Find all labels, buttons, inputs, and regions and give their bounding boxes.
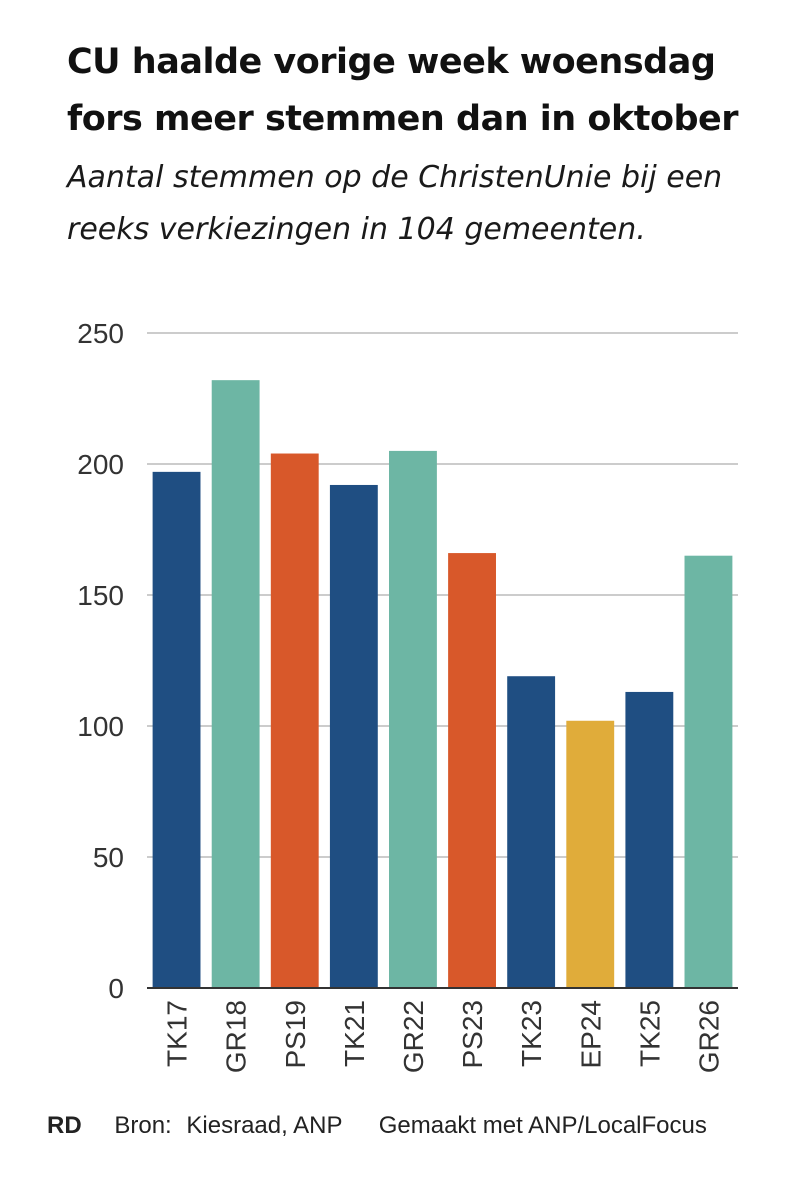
chart-subtitle: Aantal stemmen op de ChristenUnie bij ee… [67,152,777,256]
x-tick-label: TK17 [162,1000,193,1067]
y-tick-label: 150 [77,580,124,611]
source-text: Kiesraad, ANP [186,1112,343,1139]
x-tick-label: TK25 [634,1000,665,1067]
chart-title-line-2: fors meer stemmen dan in oktober [67,99,739,139]
footer: RD Bron: Kiesraad, ANP Gemaakt met ANP/L… [47,1112,707,1140]
bar-tk17 [152,471,201,988]
x-tick-label: GR22 [398,1000,429,1073]
chart-subtitle-line-2: reeks verkiezingen in 104 gemeenten. [67,212,646,247]
y-tick-label: 200 [77,449,124,480]
bar-ps19 [270,453,319,988]
x-tick-label: PS23 [457,1000,488,1069]
x-tick-label: TK23 [516,1000,547,1067]
x-tick-label: GR18 [221,1000,252,1073]
chart-title: CU haalde vorige week woensdag fors meer… [67,34,767,148]
chart-subtitle-line-1: Aantal stemmen op de ChristenUnie bij ee… [67,160,723,195]
made-with-text: Gemaakt met ANP/LocalFocus [378,1112,707,1139]
source-label: Bron: [114,1112,172,1139]
y-tick-label: 250 [77,318,124,349]
x-tick-label: PS19 [280,1000,311,1069]
y-axis-ticks: 0 50 100 150 200 250 [77,318,124,1004]
x-tick-label: GR26 [693,1000,724,1073]
bars [152,380,733,988]
bar-tk23 [507,676,556,988]
bar-ps23 [448,553,496,988]
chart-title-line-1: CU haalde vorige week woensdag [67,42,716,82]
bar-tk25 [625,691,674,988]
y-tick-label: 0 [108,973,124,1004]
bar-gr22 [389,450,437,988]
y-tick-label: 100 [77,711,124,742]
publisher-logo: RD [47,1112,82,1139]
x-axis-ticks: TK17 GR18 PS19 TK21 GR22 PS23 TK23 EP24 TK25 GR26 [162,1000,725,1073]
x-tick-label: TK21 [339,1000,370,1067]
bar-chart: 0 50 100 150 200 250 TK17 GR18 PS19 TK21 GR22 PS23… [77,318,738,1073]
bar-gr18 [211,380,260,988]
bar-ep24 [566,720,615,988]
bar-tk21 [329,484,378,988]
y-tick-label: 50 [93,842,124,873]
bar-gr26 [684,555,733,988]
x-tick-label: EP24 [575,1000,606,1069]
